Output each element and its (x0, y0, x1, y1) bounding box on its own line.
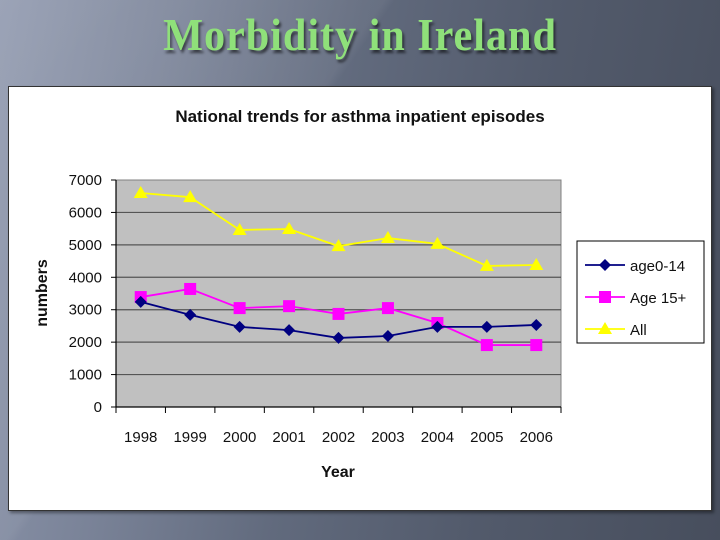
data-point (530, 318, 543, 331)
data-point (134, 295, 147, 308)
data-point (283, 324, 296, 337)
legend: age0-14 Age 15+ All (576, 240, 705, 344)
data-point (431, 320, 444, 333)
x-tick-label: 2005 (470, 429, 503, 446)
y-axis-label: numbers (34, 259, 51, 327)
legend-item: All (585, 322, 647, 339)
data-point (233, 320, 246, 333)
legend-box (576, 240, 705, 344)
slide-title: Morbidity in Ireland (163, 9, 557, 60)
data-point (381, 302, 394, 315)
y-tick-label: 4000 (69, 269, 102, 286)
data-point (133, 185, 148, 198)
x-tick-label: 2001 (272, 429, 305, 446)
data-point (184, 308, 197, 321)
legend-item: Age 15+ (585, 290, 687, 307)
data-point (381, 329, 394, 342)
x-tick-label: 2003 (371, 429, 404, 446)
x-axis-label: Year (321, 464, 355, 481)
data-point (233, 302, 246, 315)
x-axis-ticks: 1998 1999 2000 2001 2002 2003 2004 2005 2006 (115, 407, 562, 446)
data-point (282, 221, 297, 234)
data-point (332, 307, 345, 320)
legend-marker (599, 291, 611, 303)
chart-title: National trends for asthma inpatient epi… (175, 107, 544, 126)
data-point (479, 258, 494, 271)
data-point (380, 231, 395, 244)
y-tick-label: 0 (94, 399, 102, 416)
x-tick-label: 2006 (520, 429, 553, 446)
x-tick-label: 2004 (421, 429, 454, 446)
y-tick-label: 2000 (69, 334, 102, 351)
axes (115, 180, 561, 408)
legend-marker (598, 322, 612, 334)
series-layer (133, 185, 544, 352)
data-point (480, 339, 493, 352)
data-point (283, 300, 296, 313)
y-tick-label: 3000 (69, 302, 102, 319)
data-point (331, 239, 346, 252)
series-age0-14 (134, 295, 543, 344)
data-point (530, 339, 543, 352)
legend-marker (599, 259, 611, 271)
x-tick-label: 2000 (223, 429, 256, 446)
legend-label: Age 15+ (630, 290, 687, 307)
y-tick-label: 6000 (69, 204, 102, 221)
series-age-15- (134, 282, 543, 352)
x-tick-label: 1998 (124, 429, 157, 446)
y-tick-label: 1000 (69, 367, 102, 384)
y-axis-ticks: 0 1000 2000 3000 4000 5000 6000 7000 (69, 172, 116, 416)
legend-item: age0-14 (585, 258, 685, 275)
plot-area (115, 179, 562, 408)
data-point (184, 282, 197, 295)
data-point (529, 257, 544, 270)
data-point (183, 190, 198, 203)
y-tick-label: 5000 (69, 237, 102, 254)
data-point (332, 331, 345, 344)
legend-label: age0-14 (630, 258, 685, 275)
x-tick-label: 2002 (322, 429, 355, 446)
x-tick-label: 1999 (173, 429, 206, 446)
data-point (232, 222, 247, 235)
data-point (480, 320, 493, 333)
y-tick-label: 7000 (69, 172, 102, 189)
series-all (133, 185, 544, 271)
legend-label: All (630, 322, 647, 339)
data-point (430, 236, 445, 249)
